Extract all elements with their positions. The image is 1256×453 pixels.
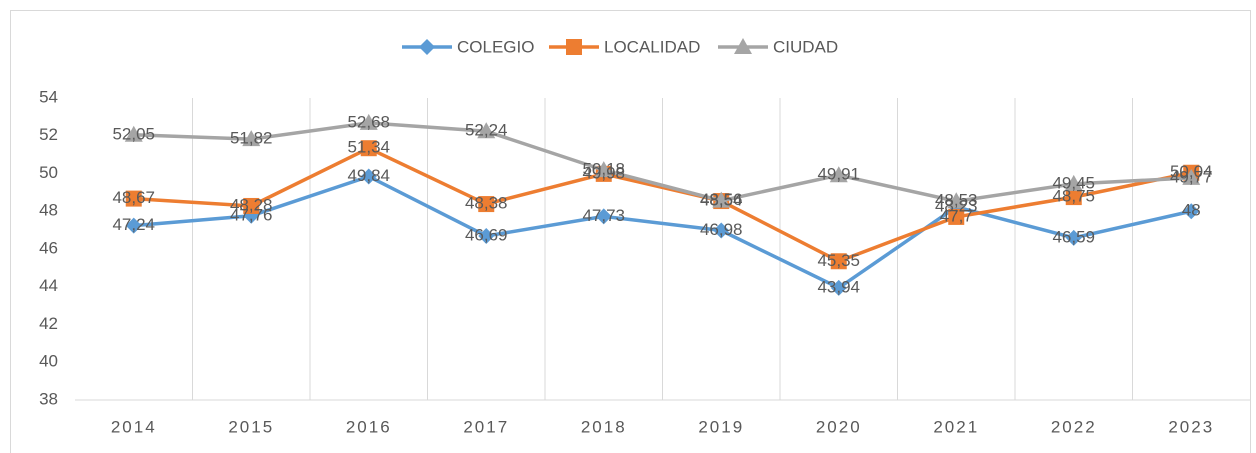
marker bbox=[712, 191, 731, 208]
data-label: 50,04 bbox=[1170, 162, 1213, 181]
y-tick-label: 48 bbox=[39, 201, 58, 220]
marker bbox=[360, 168, 377, 185]
marker bbox=[360, 140, 377, 157]
y-tick-label: 50 bbox=[39, 163, 58, 182]
marker bbox=[830, 279, 847, 296]
legend-label: COLEGIO bbox=[457, 37, 534, 56]
data-label: 49,45 bbox=[1052, 173, 1095, 192]
marker bbox=[948, 208, 965, 225]
x-tick-label: 2021 bbox=[933, 417, 979, 436]
marker bbox=[947, 192, 966, 209]
marker bbox=[124, 125, 143, 142]
marker bbox=[125, 190, 142, 207]
data-label: 49,84 bbox=[347, 166, 390, 185]
data-label: 48,53 bbox=[935, 191, 978, 210]
data-label: 47,24 bbox=[112, 215, 155, 234]
y-tick-label: 54 bbox=[39, 87, 58, 106]
x-tick-label: 2022 bbox=[1051, 417, 1097, 436]
legend-marker bbox=[419, 39, 435, 55]
data-label: 48,54 bbox=[700, 191, 743, 210]
legend-marker bbox=[734, 38, 752, 54]
marker bbox=[595, 208, 612, 225]
data-label: 47,7 bbox=[940, 206, 973, 225]
data-label: 48,75 bbox=[1052, 187, 1095, 206]
marker bbox=[594, 161, 613, 178]
data-label: 52,05 bbox=[112, 124, 155, 143]
data-label: 48 bbox=[1182, 201, 1201, 220]
y-tick-label: 38 bbox=[39, 389, 58, 408]
y-tick-label: 42 bbox=[39, 314, 58, 333]
x-tick-label: 2023 bbox=[1168, 417, 1214, 436]
data-label: 48,28 bbox=[230, 195, 273, 214]
marker bbox=[830, 253, 847, 270]
marker bbox=[478, 227, 495, 244]
x-tick-label: 2015 bbox=[228, 417, 274, 436]
data-label: 45,35 bbox=[817, 251, 860, 270]
data-label: 52,24 bbox=[465, 121, 508, 140]
series-line bbox=[133, 146, 1192, 264]
marker bbox=[829, 166, 848, 183]
y-tick-label: 46 bbox=[39, 238, 58, 257]
x-tick-label: 2020 bbox=[816, 417, 862, 436]
marker bbox=[1182, 168, 1201, 185]
series-line bbox=[133, 121, 1192, 204]
marker bbox=[242, 130, 261, 147]
data-label: 50,18 bbox=[582, 160, 625, 179]
series-line bbox=[133, 174, 1192, 290]
legend-label: LOCALIDAD bbox=[604, 37, 700, 56]
x-tick-label: 2018 bbox=[581, 417, 627, 436]
marker bbox=[713, 222, 730, 239]
data-label: 51,82 bbox=[230, 129, 273, 148]
marker bbox=[1064, 174, 1083, 191]
marker bbox=[477, 122, 496, 139]
data-label: 52,68 bbox=[347, 112, 390, 131]
marker bbox=[478, 196, 495, 213]
data-label: 48,38 bbox=[465, 194, 508, 213]
legend-label: CIUDAD bbox=[773, 37, 838, 56]
y-tick-label: 40 bbox=[39, 352, 58, 371]
legend-marker bbox=[566, 39, 582, 55]
x-tick-label: 2016 bbox=[346, 417, 392, 436]
data-label: 51,34 bbox=[347, 138, 390, 157]
chart-border bbox=[10, 10, 1251, 453]
data-label: 49,98 bbox=[582, 163, 625, 182]
marker bbox=[243, 197, 260, 214]
x-tick-label: 2017 bbox=[463, 417, 509, 436]
data-label: 46,98 bbox=[700, 220, 743, 239]
data-label: 48,67 bbox=[112, 188, 155, 207]
data-label: 49,77 bbox=[1170, 167, 1213, 186]
y-tick-label: 52 bbox=[39, 125, 58, 144]
y-tick-label: 44 bbox=[39, 276, 58, 295]
data-label: 47,73 bbox=[582, 206, 625, 225]
marker bbox=[1065, 189, 1082, 206]
marker bbox=[125, 217, 142, 234]
marker bbox=[1065, 229, 1082, 246]
data-label: 46,69 bbox=[465, 225, 508, 244]
marker bbox=[1183, 203, 1200, 220]
data-label: 49,91 bbox=[817, 165, 860, 184]
data-label: 46,59 bbox=[1052, 227, 1095, 246]
marker bbox=[359, 113, 378, 130]
data-label: 48,23 bbox=[935, 196, 978, 215]
data-label: 43,94 bbox=[817, 277, 860, 296]
x-tick-label: 2014 bbox=[111, 417, 157, 436]
data-label: 47,76 bbox=[230, 205, 273, 224]
x-tick-label: 2019 bbox=[698, 417, 744, 436]
data-label: 48,56 bbox=[700, 190, 743, 209]
